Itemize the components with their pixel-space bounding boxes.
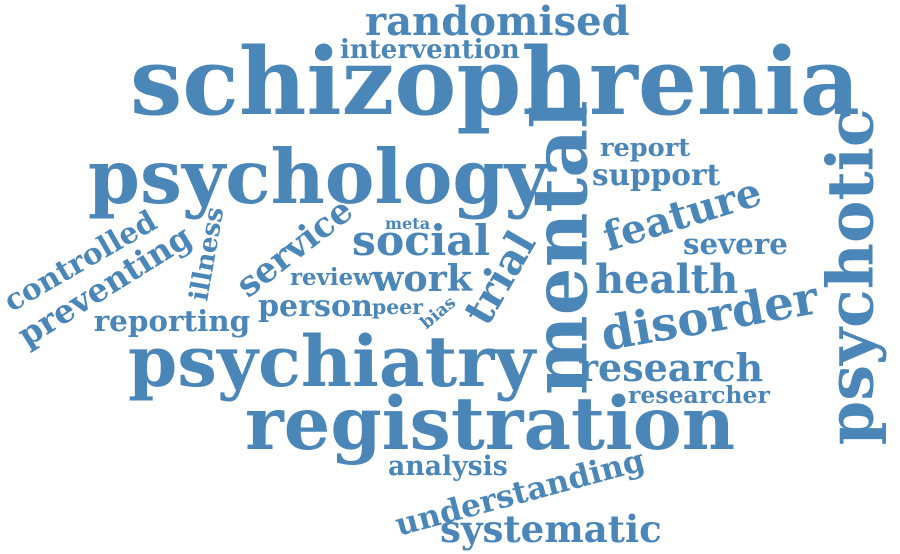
word-systematic: systematic [440, 507, 662, 552]
word-peer: peer [372, 294, 423, 319]
word-work: work [372, 256, 472, 300]
word-meta: meta [385, 213, 431, 233]
word-intervention: intervention [340, 35, 520, 65]
word-reporting: reporting [93, 302, 251, 338]
word-schizophrenia: schizophrenia [130, 27, 860, 136]
word-psychiatry: psychiatry [128, 319, 536, 403]
word-psychotic: psychotic [812, 108, 888, 445]
word-support: support [592, 157, 721, 193]
word-researcher: researcher [628, 380, 770, 409]
word-report: report [600, 132, 691, 163]
word-health: health [595, 256, 739, 303]
word-research: research [578, 344, 764, 390]
word-registration: registration [245, 381, 736, 468]
word-review: review [290, 263, 373, 291]
word-psychology: psychology [87, 132, 548, 221]
word-randomised: randomised [365, 0, 630, 45]
word-analysis: analysis [388, 451, 508, 483]
word-severe: severe [683, 225, 788, 261]
word-person: person [258, 289, 373, 325]
word-social: social [352, 216, 490, 267]
